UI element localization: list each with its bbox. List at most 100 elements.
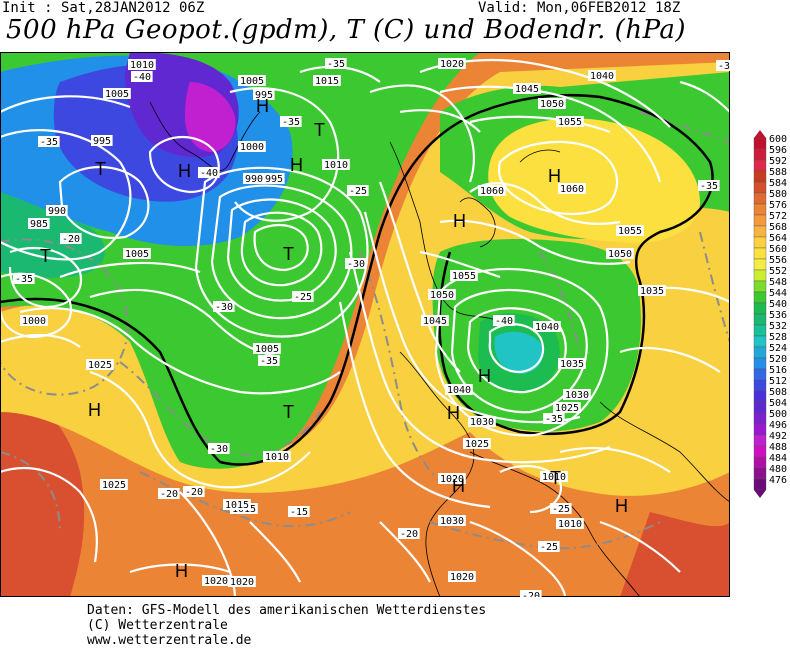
pressure-label: 1005 — [240, 76, 264, 87]
temperature-label-bg — [520, 590, 542, 597]
contour-552 — [0, 93, 714, 466]
map-title: 500 hPa Geopot.(gpdm), T (C) und Bodendr… — [6, 15, 687, 45]
pressure-label: 1045 — [423, 316, 447, 327]
temperature-label-bg — [493, 315, 515, 326]
pressure-label: 985 — [30, 219, 48, 230]
scale-cell — [753, 478, 767, 491]
pressure-label: 1025 — [88, 360, 112, 371]
pressure-label: 995 — [93, 136, 111, 147]
pressure-label-bg — [123, 248, 151, 259]
scale-arrow-top — [754, 130, 766, 138]
field-magenta — [185, 82, 236, 152]
pressure-label-bg — [421, 315, 449, 326]
pressure-label: 1060 — [560, 184, 584, 195]
scale-label: 536 — [769, 310, 787, 321]
scale-cell — [753, 247, 767, 260]
temperature-label: -35 — [15, 274, 33, 285]
pressure-label-bg — [103, 88, 131, 99]
temperature-label: -40 — [200, 168, 218, 179]
high-pressure-center: H — [453, 211, 466, 231]
temperature-label-bg — [258, 355, 280, 366]
scale-cell — [753, 291, 767, 304]
pressure-label: 1045 — [515, 84, 539, 95]
temperature-label-bg — [38, 136, 60, 147]
pressure-label-bg — [513, 83, 541, 94]
temperature-label: -25 — [349, 186, 367, 197]
low-pressure-center: T — [95, 159, 106, 179]
temperature-label: -40 — [133, 72, 151, 83]
pressure-label-bg — [128, 59, 156, 70]
scale-cell — [753, 280, 767, 293]
pressure-label: 1050 — [608, 249, 632, 260]
scale-cell — [753, 467, 767, 480]
scale-label: 488 — [769, 442, 787, 453]
pressure-label: 1025 — [555, 403, 579, 414]
temperature-label: -35 — [718, 61, 730, 72]
scale-label: 544 — [769, 288, 787, 299]
pressure-label: 1050 — [430, 290, 454, 301]
high-pressure-center: H — [548, 166, 561, 186]
pressure-label: 1020 — [204, 576, 228, 587]
field-high-yellow — [488, 118, 700, 243]
scale-label: 520 — [769, 354, 787, 365]
coastlines — [149, 101, 730, 597]
low-pressure-center: T — [550, 468, 561, 488]
pressure-label-bg — [91, 135, 113, 146]
pressure-label: 1015 — [225, 500, 249, 511]
pressure-label: 1055 — [618, 226, 642, 237]
scale-cell — [753, 302, 767, 315]
scale-label: 508 — [769, 387, 787, 398]
pressure-label-bg — [540, 471, 568, 482]
scale-label: 564 — [769, 233, 787, 244]
header-line: Init : Sat,28JAN2012 06Z Valid: Mon,06FE… — [0, 0, 790, 16]
map-frame — [0, 52, 730, 597]
pressure-label-bg — [553, 402, 581, 413]
pressure-label: 1040 — [447, 385, 471, 396]
scale-cell — [753, 159, 767, 172]
scale-label: 476 — [769, 475, 787, 486]
pressure-label: 1050 — [540, 99, 564, 110]
pressure-label-bg — [263, 173, 285, 184]
scale-cell — [753, 324, 767, 337]
scale-cell — [753, 434, 767, 447]
footer-url: www.wetterzentrale.de — [87, 633, 252, 648]
scale-cell — [753, 258, 767, 271]
scale-label: 584 — [769, 178, 787, 189]
scale-label: 596 — [769, 145, 787, 156]
temperature-label: -20 — [185, 487, 203, 498]
scale-label: 480 — [769, 464, 787, 475]
high-pressure-center: H — [452, 476, 465, 496]
temperature-label-bg — [398, 528, 420, 539]
pressure-label-bg — [86, 359, 114, 370]
pressure-label: 1010 — [558, 519, 582, 530]
init-time: Init : Sat,28JAN2012 06Z — [2, 0, 205, 16]
temperature-label: -35 — [282, 117, 300, 128]
pressure-label-bg — [448, 571, 476, 582]
pressure-label: 1040 — [590, 71, 614, 82]
scale-cell — [753, 456, 767, 469]
pressure-label-bg — [223, 499, 251, 510]
pressure-label-bg — [228, 576, 256, 587]
scale-label: 500 — [769, 409, 787, 420]
temperature-label-bg — [292, 291, 314, 302]
color-scale: 6005965925885845805765725685645605565525… — [753, 130, 787, 498]
scale-label: 556 — [769, 255, 787, 266]
high-pressure-center: H — [178, 161, 191, 181]
temperature-label: -30 — [347, 259, 365, 270]
pressure-label: 995 — [255, 90, 273, 101]
pressure-label: 1020 — [440, 59, 464, 70]
pressure-label-bg — [438, 515, 466, 526]
temperature-label-bg — [538, 541, 560, 552]
pressure-label-bg — [253, 343, 281, 354]
scale-label: 568 — [769, 222, 787, 233]
pressure-label: 1055 — [558, 117, 582, 128]
temperature-label-bg — [131, 71, 153, 82]
temperature-label-bg — [347, 185, 369, 196]
temperature-label: -20 — [62, 234, 80, 245]
scale-cell — [753, 137, 767, 150]
high-pressure-center: H — [290, 155, 303, 175]
pressure-label-bg — [533, 321, 561, 332]
temperature-label: -30 — [210, 444, 228, 455]
temperature-label-bg — [60, 233, 82, 244]
